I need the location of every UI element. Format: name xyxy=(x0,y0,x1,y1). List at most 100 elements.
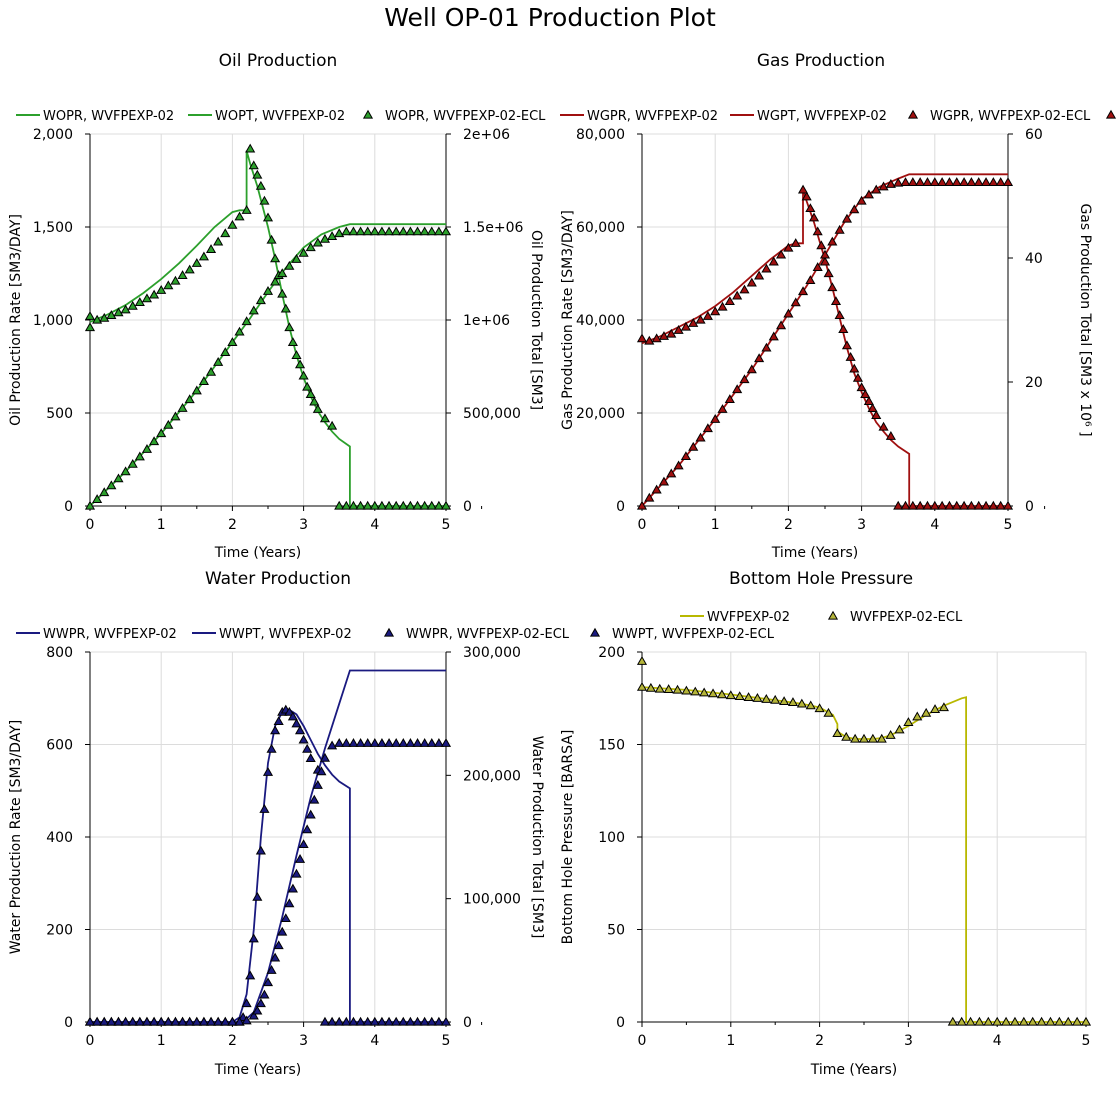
rate-marker xyxy=(956,1016,967,1026)
rate-marker xyxy=(287,337,298,346)
chart-oil: Oil Production 0 1 2 3 4 5 Time (Years) 0 500 1,00… xyxy=(8,51,546,561)
rate-marker xyxy=(885,431,896,440)
rate-marker xyxy=(284,706,295,716)
x-tick-label: 2 xyxy=(815,1033,824,1049)
rate-marker xyxy=(291,718,302,728)
rate-marker xyxy=(796,698,807,708)
total-marker xyxy=(710,413,721,423)
total-marker xyxy=(856,195,867,205)
rate-marker xyxy=(1045,1016,1056,1026)
total-marker xyxy=(440,738,452,747)
rate-marker xyxy=(426,1016,437,1026)
rate-marker xyxy=(900,500,911,510)
rate-marker xyxy=(376,1016,387,1026)
rate-marker xyxy=(440,500,452,510)
rate-marker xyxy=(651,333,662,343)
rate-marker xyxy=(716,689,727,699)
rate-marker xyxy=(184,264,195,274)
total-line xyxy=(641,173,1008,507)
rate-marker xyxy=(725,690,736,700)
rate-marker xyxy=(248,933,259,943)
legend-label: WVFPEXP-02 xyxy=(707,610,790,625)
total-marker xyxy=(127,458,138,468)
rate-marker xyxy=(1018,1016,1029,1026)
total-marker xyxy=(768,331,779,341)
total-marker xyxy=(248,305,259,315)
rate-marker xyxy=(266,234,277,244)
total-marker xyxy=(433,226,444,236)
rate-marker xyxy=(929,704,941,713)
x-tick-label: 1 xyxy=(157,1033,166,1049)
rate-marker xyxy=(106,310,117,319)
rate-marker xyxy=(220,228,231,238)
rate-marker xyxy=(841,731,852,741)
total-marker xyxy=(99,487,110,497)
rate-marker xyxy=(680,321,691,331)
total-line xyxy=(90,669,446,1023)
total-marker xyxy=(213,357,224,366)
x-tick-label: 0 xyxy=(638,517,647,533)
total-marker xyxy=(900,177,911,187)
total-marker xyxy=(405,226,416,236)
legend-label: WGPT, WVFPEXP-02 xyxy=(757,109,887,124)
rate-marker xyxy=(951,500,962,510)
total-marker xyxy=(966,177,977,187)
rate-marker xyxy=(710,306,721,316)
rate-marker xyxy=(149,289,160,299)
y2-tick-label: 0 xyxy=(463,1015,472,1031)
rate-marker xyxy=(1063,1016,1074,1026)
total-marker xyxy=(92,494,103,503)
y2-axis-label: Water Production Total [SM3] xyxy=(529,736,545,939)
rate-marker xyxy=(867,403,878,412)
total-marker xyxy=(312,237,323,247)
rate-marker xyxy=(937,500,948,510)
total-marker xyxy=(205,1016,217,1026)
rate-marker xyxy=(252,891,263,901)
rate-marker xyxy=(262,767,274,776)
total-marker xyxy=(805,275,816,284)
y-tick-label: 2,000 xyxy=(33,127,73,143)
rate-marker xyxy=(120,304,131,314)
legend-label: WGPR, WVFPEXP-02-ECL xyxy=(930,109,1091,124)
rate-marker xyxy=(284,322,295,332)
total-marker xyxy=(717,404,728,413)
rate-marker xyxy=(845,351,856,361)
x-tick-label: 2 xyxy=(784,517,793,533)
rate-marker xyxy=(783,242,794,252)
total-marker xyxy=(191,1016,202,1026)
total-marker xyxy=(177,1016,188,1026)
total-marker xyxy=(362,226,373,236)
rate-marker xyxy=(805,700,816,710)
rate-marker xyxy=(644,335,655,345)
total-marker xyxy=(327,231,338,240)
rate-marker xyxy=(768,256,779,266)
rate-marker xyxy=(912,711,923,721)
x-tick-label: 3 xyxy=(857,517,866,533)
y-tick-label: 0 xyxy=(64,1015,73,1031)
total-marker xyxy=(426,226,437,236)
total-marker xyxy=(790,297,801,307)
rate-marker xyxy=(287,711,298,721)
rate-marker xyxy=(294,725,306,735)
total-marker xyxy=(695,432,706,442)
y-tick-label: 40,000 xyxy=(576,313,625,329)
rate-marker xyxy=(99,312,110,322)
rate-marker xyxy=(383,1016,395,1026)
y2-tick-label: 1.5e+06 xyxy=(463,220,524,236)
rate-marker xyxy=(1054,1016,1065,1026)
rate-line xyxy=(641,686,1086,1023)
rate-marker xyxy=(988,500,999,510)
total-marker xyxy=(259,989,270,999)
total-marker xyxy=(227,1016,238,1026)
rate-marker xyxy=(355,1016,366,1026)
rate-marker xyxy=(259,804,270,813)
rate-marker xyxy=(819,256,831,266)
legend-marker xyxy=(827,610,839,620)
chart-title: Gas Production xyxy=(757,51,885,71)
rate-marker xyxy=(645,682,656,692)
total-marker xyxy=(270,276,281,286)
x-axis-label: Time (Years) xyxy=(214,1062,302,1078)
rate-marker xyxy=(849,363,860,373)
total-marker xyxy=(980,177,992,187)
total-marker xyxy=(776,320,787,330)
